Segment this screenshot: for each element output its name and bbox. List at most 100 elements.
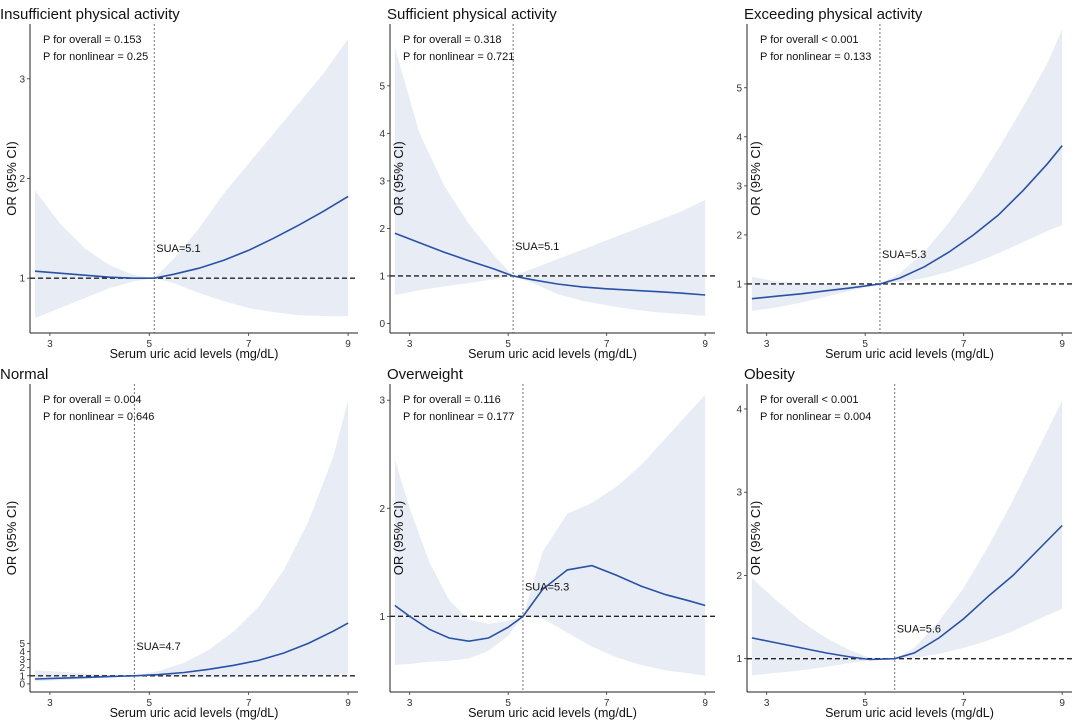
y-tick-label: 2 [19, 663, 25, 674]
p-overall-label: P for overall = 0.004 [43, 394, 142, 406]
confidence-band [751, 400, 1063, 676]
x-tick-label: 5 [146, 339, 152, 350]
or-curve [751, 524, 1063, 661]
or-curve [34, 195, 349, 279]
p-nonlinear-label: P for nonlinear = 0.004 [760, 411, 871, 423]
x-tick-label: 7 [961, 698, 967, 709]
y-tick-label: 0 [379, 319, 385, 330]
x-tick-label: 9 [1059, 339, 1065, 350]
p-overall-label: P for overall < 0.001 [760, 394, 859, 406]
y-tick-label: 5 [19, 639, 25, 650]
x-axis-title: Serum uric acid levels (mg/dL) [468, 347, 637, 361]
x-tick-label: 5 [505, 339, 511, 350]
y-tick-label: 3 [736, 488, 742, 499]
x-tick-label: 5 [146, 698, 152, 709]
y-tick-label: 3 [736, 181, 742, 192]
or-curve [34, 622, 349, 680]
panel-title: Sufficient physical activity [387, 6, 557, 23]
cutoff-label: SUA=4.7 [136, 641, 180, 653]
x-tick-label: 3 [47, 698, 53, 709]
x-tick-label: 3 [407, 698, 413, 709]
y-tick-label: 4 [736, 132, 742, 143]
y-tick-label: 2 [379, 504, 385, 515]
or-curve [751, 145, 1063, 300]
y-tick-label: 4 [736, 404, 742, 415]
panel-title: Exceeding physical activity [744, 6, 923, 23]
confidence-band [394, 394, 706, 676]
y-axis-title: OR (95% CI) [391, 501, 406, 575]
panel-title: Overweight [387, 366, 464, 383]
confidence-band [751, 28, 1063, 311]
y-tick-label: 3 [379, 396, 385, 407]
y-tick-label: 1 [19, 671, 25, 682]
y-tick-label: 2 [736, 571, 742, 582]
p-nonlinear-label: P for nonlinear = 0.646 [43, 411, 154, 423]
confidence-band [35, 400, 349, 682]
x-axis-title: Serum uric acid levels (mg/dL) [110, 347, 279, 361]
y-tick-label: 2 [19, 174, 25, 185]
panel-6: Obesity 3 5 7 9 1 2 3 4 Serum uric acid levels (m… [736, 366, 1072, 720]
x-tick-label: 7 [604, 698, 610, 709]
y-tick-label: 1 [379, 612, 385, 623]
x-tick-label: 5 [862, 698, 868, 709]
panel-5: Overweight 3 5 7 9 1 2 3 Serum uric acid levels … [379, 366, 715, 720]
y-tick-label: 2 [379, 224, 385, 235]
x-tick-label: 7 [246, 698, 252, 709]
cutoff-label: SUA=5.6 [897, 624, 941, 636]
p-nonlinear-label: P for nonlinear = 0.133 [760, 51, 871, 63]
y-tick-label: 3 [19, 655, 25, 666]
x-tick-label: 5 [505, 698, 511, 709]
p-nonlinear-label: P for nonlinear = 0.177 [403, 411, 514, 423]
x-tick-label: 5 [862, 339, 868, 350]
x-tick-label: 3 [764, 339, 770, 350]
y-axis-title: OR (95% CI) [391, 141, 406, 215]
p-overall-label: P for overall < 0.001 [760, 34, 859, 46]
y-tick-label: 4 [19, 647, 25, 658]
y-tick-label: 1 [19, 274, 25, 285]
x-axis-title: Serum uric acid levels (mg/dL) [110, 706, 279, 720]
x-axis-title: Serum uric acid levels (mg/dL) [825, 347, 994, 361]
cutoff-label: SUA=5.3 [882, 249, 926, 261]
confidence-band [35, 39, 349, 318]
panel-title: Insufficient physical activity [0, 6, 180, 23]
x-tick-label: 3 [764, 698, 770, 709]
x-tick-label: 9 [345, 698, 351, 709]
y-tick-label: 1 [379, 271, 385, 282]
y-tick-label: 4 [379, 129, 385, 140]
y-tick-label: 5 [736, 83, 742, 94]
x-axis-title: Serum uric acid levels (mg/dL) [468, 706, 637, 720]
panel-title: Normal [0, 366, 48, 383]
panel-title: Obesity [744, 366, 795, 383]
y-axis-title: OR (95% CI) [4, 501, 19, 575]
cutoff-label: SUA=5.1 [156, 243, 200, 255]
y-axis-title: OR (95% CI) [748, 141, 763, 215]
p-nonlinear-label: P for nonlinear = 0.721 [403, 51, 514, 63]
x-tick-label: 7 [604, 339, 610, 350]
x-tick-label: 9 [345, 339, 351, 350]
x-axis-title: Serum uric acid levels (mg/dL) [825, 706, 994, 720]
y-tick-label: 3 [19, 74, 25, 85]
y-tick-label: 1 [736, 279, 742, 290]
cutoff-label: SUA=5.1 [515, 241, 559, 253]
cutoff-label: SUA=5.3 [525, 581, 569, 593]
x-tick-label: 9 [702, 698, 708, 709]
x-tick-label: 7 [961, 339, 967, 350]
or-curve [394, 564, 706, 643]
y-tick-label: 5 [379, 81, 385, 92]
panel-1: Insufficient physical activity 3 5 7 9 1 2 3 Ser… [0, 6, 358, 361]
y-tick-label: 1 [736, 654, 742, 665]
p-overall-label: P for overall = 0.153 [43, 34, 142, 46]
x-tick-label: 3 [407, 339, 413, 350]
y-axis-title: OR (95% CI) [4, 141, 19, 215]
or-curve [394, 232, 706, 296]
p-nonlinear-label: P for nonlinear = 0.25 [43, 51, 148, 63]
x-tick-label: 9 [702, 339, 708, 350]
y-axis-title: OR (95% CI) [748, 501, 763, 575]
y-tick-label: 2 [736, 230, 742, 241]
p-overall-label: P for overall = 0.116 [403, 394, 501, 406]
y-tick-label: 0 [19, 679, 25, 690]
x-tick-label: 7 [246, 339, 252, 350]
